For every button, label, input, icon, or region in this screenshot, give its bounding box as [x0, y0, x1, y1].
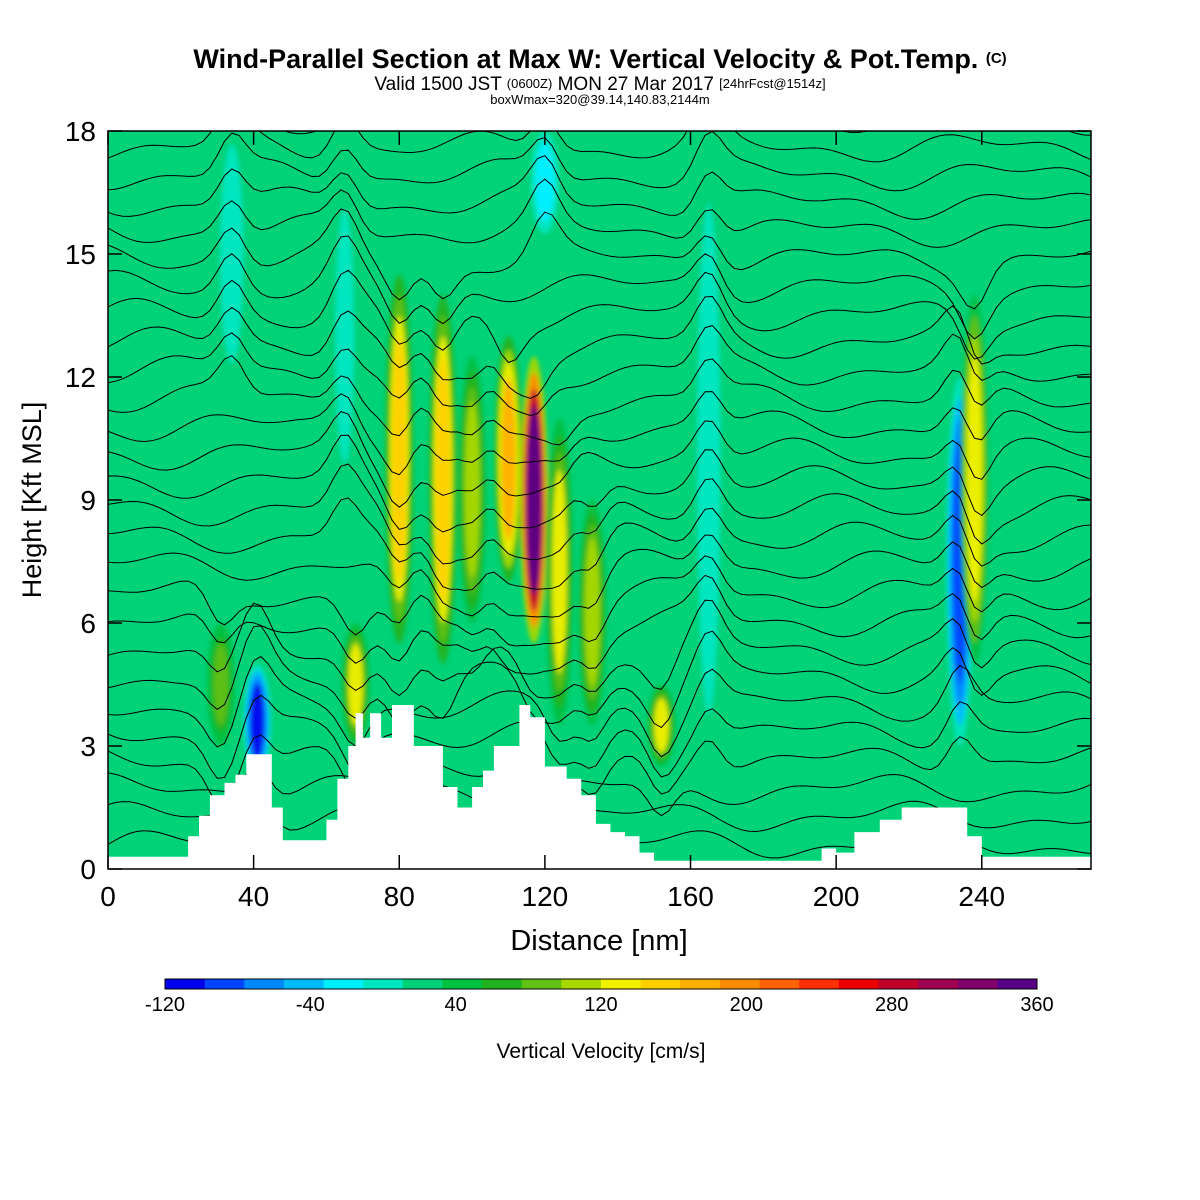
y-axis-label: Height [Kft MSL] — [17, 402, 47, 599]
theta-contour — [108, 178, 1091, 248]
y-tick-label: 15 — [65, 239, 96, 270]
theta-contour — [108, 497, 1091, 592]
colorbar-tick-label: -120 — [145, 994, 185, 1016]
colorbar-tick-label: 280 — [875, 994, 908, 1016]
updraft-cell — [501, 377, 516, 541]
colorbar-swatch — [957, 979, 998, 989]
theta-contour — [108, 235, 1091, 340]
colorbar-tick-label: 360 — [1020, 994, 1053, 1016]
theta-contour — [108, 734, 1091, 805]
theta-contour — [108, 463, 1091, 565]
colorbar-swatch — [997, 979, 1038, 989]
downdraft-cell — [537, 148, 553, 217]
downdraft-cell — [337, 227, 352, 445]
x-tick-label: 120 — [522, 881, 569, 912]
colorbar-tick-label: -40 — [296, 994, 325, 1016]
updraft-cell — [654, 698, 669, 753]
updraft-cell — [526, 404, 542, 596]
theta-contour — [108, 131, 1091, 163]
x-axis-label: Distance [nm] — [510, 925, 687, 957]
plot-area — [108, 51, 1091, 869]
y-tick-label: 0 — [80, 854, 96, 885]
colorbar-swatch — [719, 979, 761, 989]
updraft-cell — [348, 643, 363, 726]
updraft-cell — [464, 401, 480, 579]
updraft-cell — [552, 469, 567, 674]
colorbar-swatch — [640, 979, 681, 989]
x-tick-label: 40 — [238, 881, 269, 912]
theta-contour — [283, 131, 1091, 136]
x-tick-label: 240 — [958, 881, 1005, 912]
colorbar-swatch — [442, 979, 483, 989]
theta-contour — [108, 574, 1091, 675]
theta-contour — [108, 434, 1091, 533]
theta-contour — [108, 694, 1091, 779]
theta-contour — [108, 555, 1091, 647]
colorbar-swatch — [759, 979, 800, 989]
colorbar-swatch — [323, 979, 364, 989]
colorbar-tick-label: 120 — [584, 994, 617, 1016]
x-tick-label: 160 — [667, 881, 714, 912]
theta-contour — [108, 599, 1091, 699]
theta-contour — [108, 411, 1091, 508]
copyright-mark: (C) — [985, 50, 1007, 67]
colorbar-swatch — [561, 979, 602, 989]
colorbar-swatch — [165, 979, 206, 989]
colorbar-swatch — [878, 979, 919, 989]
y-tick-label: 18 — [65, 116, 96, 147]
downdraft-cell — [250, 683, 265, 760]
x-tick-label: 200 — [813, 881, 860, 912]
colorbar-swatch — [838, 979, 879, 989]
theta-contour — [108, 765, 1091, 817]
downdraft-cell — [701, 268, 716, 650]
utc-time: (0600Z) — [506, 76, 553, 91]
colorbar: -120 -40 40 120 200 280 360 — [145, 978, 1054, 1016]
theta-contour — [108, 269, 1091, 364]
x-tick-label: 0 — [100, 881, 116, 912]
theta-contour — [108, 625, 1091, 729]
terrain — [108, 705, 1091, 869]
colorbar-swatch — [918, 979, 959, 989]
theta-contour — [108, 208, 1091, 310]
updraft-cell — [585, 538, 600, 688]
theta-contour — [108, 655, 1091, 758]
updraft-cell — [435, 357, 451, 602]
colorbar-frame — [164, 978, 1038, 990]
theta-contour — [108, 295, 1091, 399]
theta-contour — [108, 131, 1091, 192]
y-tick-label: 9 — [80, 485, 96, 516]
updraft-cell — [967, 357, 982, 602]
forecast-info: [24hrFcst@1514z] — [719, 76, 826, 91]
theta-contour — [108, 391, 1091, 476]
colorbar-swatch — [521, 979, 562, 989]
chart-title: Wind-Parallel Section at Max W: Vertical… — [193, 44, 1007, 74]
colorbar-swatch — [482, 979, 523, 989]
colorbar-tick-label: 40 — [445, 994, 467, 1016]
colorbar-swatch — [283, 979, 325, 989]
colorbar-label: Vertical Velocity [cm/s] — [497, 1040, 706, 1063]
theta-contour — [108, 51, 1091, 107]
box-max-info: boxWmax=320@39.14,140.83,2144m — [490, 92, 710, 107]
x-tick-label: 80 — [384, 881, 415, 912]
theta-contour — [108, 355, 1091, 446]
colorbar-swatch — [680, 979, 721, 989]
theta-contour — [108, 155, 1091, 220]
updraft-cell — [392, 336, 407, 582]
chart-subtitle: Valid 1500 JST (0600Z) MON 27 Mar 2017 [… — [374, 74, 826, 95]
theta-contour — [108, 534, 1091, 618]
colorbar-swatch — [601, 979, 642, 989]
y-tick-label: 3 — [80, 731, 96, 762]
theta-contour — [108, 325, 1091, 417]
y-tick-label: 6 — [80, 608, 96, 639]
colorbar-swatch — [363, 979, 404, 989]
updraft-cell — [213, 643, 229, 726]
colorbar-swatch — [402, 979, 443, 989]
colorbar-tick-label: 200 — [730, 994, 763, 1016]
y-tick-label: 12 — [65, 362, 96, 393]
colorbar-swatch — [799, 979, 840, 989]
colorbar-swatch — [204, 979, 245, 989]
colorbar-swatch — [244, 979, 285, 989]
